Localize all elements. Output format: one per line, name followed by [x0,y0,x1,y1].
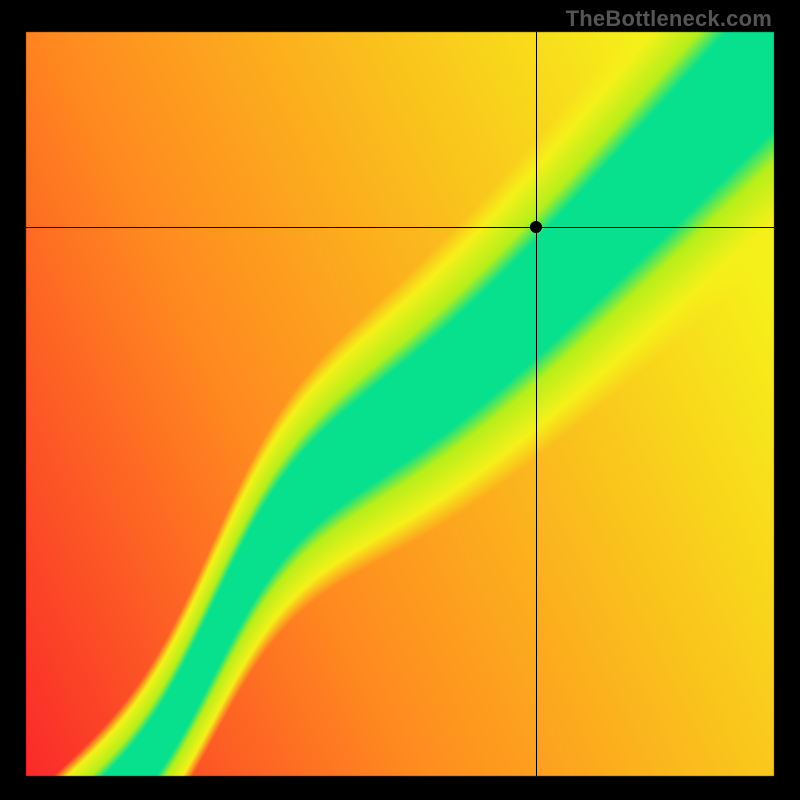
heatmap-canvas [0,0,800,800]
crosshair-marker [530,221,542,233]
bottleneck-chart: TheBottleneck.com [0,0,800,800]
crosshair-vertical [536,32,537,776]
watermark-label: TheBottleneck.com [566,6,772,32]
crosshair-horizontal [26,227,774,228]
